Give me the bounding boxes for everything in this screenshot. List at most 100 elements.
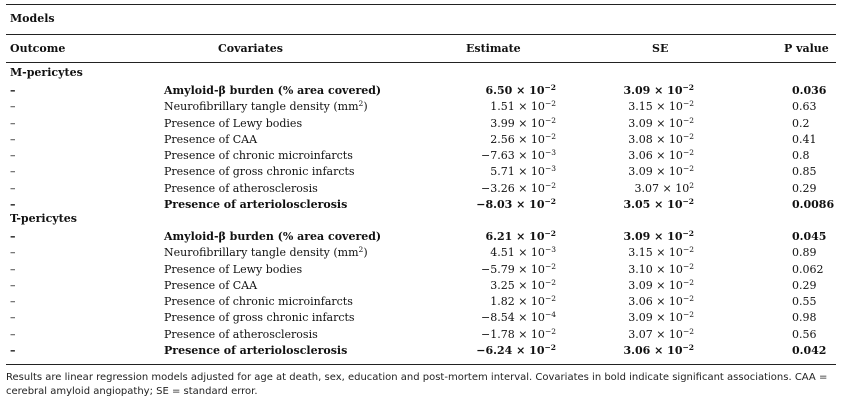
covariate-text: Presence of chronic microinfarcts [164,295,353,308]
se-exponent: −2 [682,245,694,255]
covariate-text: Presence of gross chronic infarcts [164,311,355,325]
covariate-superscript: 2 [358,245,364,255]
se-cell: 3.10 × 10−2 [604,261,694,275]
estimate-mantissa: −5.79 × 10 [481,262,545,276]
covariate-text: Presence of Lewy bodies [164,116,303,130]
covariate-text: Presence of CAA [164,132,258,146]
estimate-exponent: −3 [544,164,556,174]
outcome-cell: – [10,343,16,357]
se-cell: 3.08 × 10−2 [604,133,694,146]
se-cell: 3.09 × 10−2 [604,279,694,292]
se-mantissa: 3.09 × 10 [623,230,683,243]
se-exponent: −2 [682,115,694,125]
covariate-cell: Amyloid-β burden (% area covered) [164,230,381,243]
outcome-cell: – [10,246,16,260]
p-value-cell: 0.042 [792,343,827,357]
estimate-mantissa: 6.21 × 10 [485,230,545,243]
se-cell: 3.09 × 10−2 [604,311,694,324]
covariate-cell: Presence of chronic microinfarcts [164,149,353,162]
estimate-exponent: −2 [544,99,556,109]
covariate-text: Neurofibrillary tangle density (mm [164,100,359,114]
group-label: M-pericytes [10,66,83,79]
table-footnote: Results are linear regression models adj… [6,372,828,397]
estimate-mantissa: −3.26 × 10 [481,181,545,195]
covariate-cell: Presence of chronic microinfarcts [164,295,353,308]
estimate-cell: 2.56 × 10−2 [426,133,556,146]
estimate-exponent: −2 [544,180,556,190]
outcome-cell: – [10,181,16,195]
outcome-cell: – [10,311,16,325]
estimate-exponent: −2 [544,115,556,125]
estimate-exponent: −2 [544,342,556,352]
se-mantissa: 3.09 × 10 [628,311,683,325]
se-mantissa: 3.15 × 10 [628,246,683,260]
se-mantissa: 3.08 × 10 [628,132,683,146]
covariate-cell: Presence of Lewy bodies [164,263,302,276]
se-cell: 3.09 × 10−2 [604,165,694,178]
covariate-cell: Neurofibrillary tangle density (mm2) [164,100,368,113]
se-cell: 3.05 × 10−2 [604,198,695,211]
se-mantissa: 3.15 × 10 [628,100,683,114]
estimate-exponent: −2 [544,326,556,336]
se-exponent: −2 [682,310,694,320]
se-cell: 3.07 × 102 [604,181,694,194]
column-header-rule [6,62,836,63]
estimate-exponent: −4 [544,310,556,320]
covariate-text: Presence of gross chronic infarcts [164,165,355,179]
covariate-text: Neurofibrillary tangle density (mm [164,246,359,260]
column-header-covariates: Covariates [218,42,283,55]
estimate-cell: 6.21 × 10−2 [426,229,557,243]
table-row: – Neurofibrillary tangle density (mm2) 4.5… [6,246,836,262]
outcome-cell: – [10,116,16,130]
covariate-cell: Presence of arteriolosclerosis [164,344,347,357]
column-header-p-value: P value [784,42,829,55]
p-value-cell: 0.41 [792,132,817,146]
outcome-cell: – [10,149,16,162]
se-mantissa: 3.06 × 10 [623,343,683,357]
covariate-text: Amyloid-β burden (% area covered) [164,84,382,97]
estimate-mantissa: 1.82 × 10 [490,295,545,308]
p-value-cell: 0.98 [792,311,817,325]
se-cell: 3.07 × 10−2 [604,327,694,341]
estimate-cell: −6.24 × 10−2 [426,344,556,357]
outcome-cell: – [10,230,16,243]
se-cell: 3.09 × 10−2 [604,115,694,130]
se-exponent: −2 [682,294,694,303]
estimate-mantissa: −6.24 × 10 [476,343,545,357]
covariate-tail: ) [363,100,368,114]
se-mantissa: 3.09 × 10 [623,84,683,97]
table-row: – Presence of Lewy bodies −5.79 × 10−2 3.10… [6,261,836,279]
se-exponent: −2 [682,148,694,157]
se-cell: 3.09 × 10−2 [604,230,695,243]
p-value-cell: 0.55 [792,295,817,308]
se-cell: 3.06 × 10−2 [604,149,694,162]
p-value-cell: 0.036 [792,84,827,97]
estimate-exponent: −2 [544,229,556,238]
se-mantissa: 3.09 × 10 [628,116,683,130]
se-cell: 3.15 × 10−2 [604,100,694,113]
table-row: – Presence of CAA 3.25 × 10−2 3.09 × 10−2 0.… [6,279,836,295]
p-value-cell: 0.56 [792,327,817,341]
se-mantissa: 3.07 × 10 [628,327,683,341]
covariate-text: Presence of chronic microinfarcts [164,149,353,162]
covariate-text: Presence of Lewy bodies [164,262,303,276]
p-value-cell: 0.29 [792,278,817,292]
outcome-cell: – [10,100,16,114]
estimate-cell: 4.51 × 10−3 [426,246,556,259]
estimate-mantissa: 6.50 × 10 [485,84,545,97]
se-exponent: −2 [682,261,694,271]
estimate-exponent: −2 [544,277,556,287]
estimate-cell: −3.26 × 10−2 [426,180,556,195]
covariate-cell: Amyloid-β burden (% area covered) [164,84,381,97]
se-exponent: −2 [682,83,694,92]
se-mantissa: 3.06 × 10 [628,295,683,308]
estimate-mantissa: −8.54 × 10 [481,311,545,325]
covariate-cell: Neurofibrillary tangle density (mm2) [164,246,368,259]
estimate-cell: −7.63 × 10−3 [426,149,556,162]
estimate-cell: 1.82 × 10−2 [426,295,556,308]
estimate-cell: −8.54 × 10−4 [426,311,556,324]
models-heading: Models [10,12,55,25]
p-value-cell: 0.85 [792,165,817,179]
table-row: – Presence of chronic microinfarcts −7.63 … [6,149,836,165]
estimate-exponent: −3 [544,245,556,255]
